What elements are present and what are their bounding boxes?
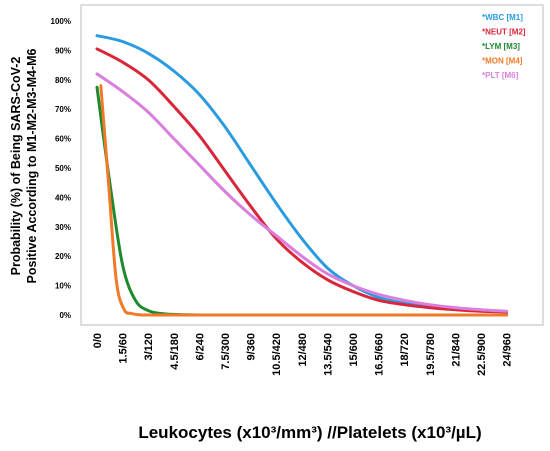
y-axis-label-line-2: Positive According to M1-M2-M3-M4-M6 [25,48,39,283]
y-tick-label: 40% [55,193,71,202]
x-axis-label: Leukocytes (x10³/mm³) //Platelets (x10³/… [138,423,481,442]
series-line-2 [95,47,509,314]
x-tick-label: 19.5/780 [425,333,437,376]
x-tick-label: 16.5/660 [374,333,386,376]
series-line-1 [95,34,509,313]
y-tick-label: 80% [55,76,71,85]
legend-entry: *WBC [M1] [482,13,523,22]
x-tick-label: 6/240 [194,333,206,361]
y-tick-label: 10% [55,282,71,291]
y-tick-label: 100% [51,17,71,26]
y-tick-label: 60% [55,135,71,144]
legend-entry: *MON [M4] [482,57,523,66]
y-axis-label-line-1: Probability (%) of Being SARS-CoV-2 [9,57,23,276]
x-axis-ticks: 0/0 1.5/60 3/120 4.5/180 6/240 7.5/300 9/360 10… [92,333,514,376]
legend-entry: *PLT [M6] [482,71,519,80]
x-tick-label: 12/480 [297,333,309,367]
x-tick-label: 15/600 [348,333,360,367]
x-tick-label: 13.5/540 [322,333,334,376]
x-tick-label: 10.5/420 [271,333,283,376]
x-tick-label: 24/960 [502,333,514,367]
y-tick-label: 70% [55,105,71,114]
x-tick-label: 0/0 [92,333,104,348]
legend: *WBC [M1] *NEUT [M2] *LYM [M3] *MON [M4] *PL… [482,13,526,80]
x-tick-label: 7.5/300 [220,333,232,370]
series-line-5 [95,72,509,313]
y-tick-label: 0% [59,311,71,320]
y-tick-label: 50% [55,164,71,173]
x-tick-label: 21/840 [450,333,462,367]
x-tick-label: 4.5/180 [169,333,181,370]
x-tick-label: 18/720 [399,333,411,367]
x-tick-label: 1.5/60 [118,333,130,364]
x-tick-label: 9/360 [246,333,258,361]
series-line-4 [99,84,509,317]
y-tick-label: 90% [55,46,71,55]
x-tick-label: 22.5/900 [476,333,488,376]
plot-area-border [80,4,544,326]
y-tick-label: 20% [55,252,71,261]
x-tick-label: 3/120 [143,333,155,361]
y-tick-label: 30% [55,223,71,232]
series-lines [95,34,509,317]
legend-entry: *LYM [M3] [482,42,520,51]
legend-entry: *NEUT [M2] [482,28,526,37]
y-axis-ticks: 0% 10% 20% 30% 40% 50% 60% 70% 80% 90% 100% [51,17,71,320]
